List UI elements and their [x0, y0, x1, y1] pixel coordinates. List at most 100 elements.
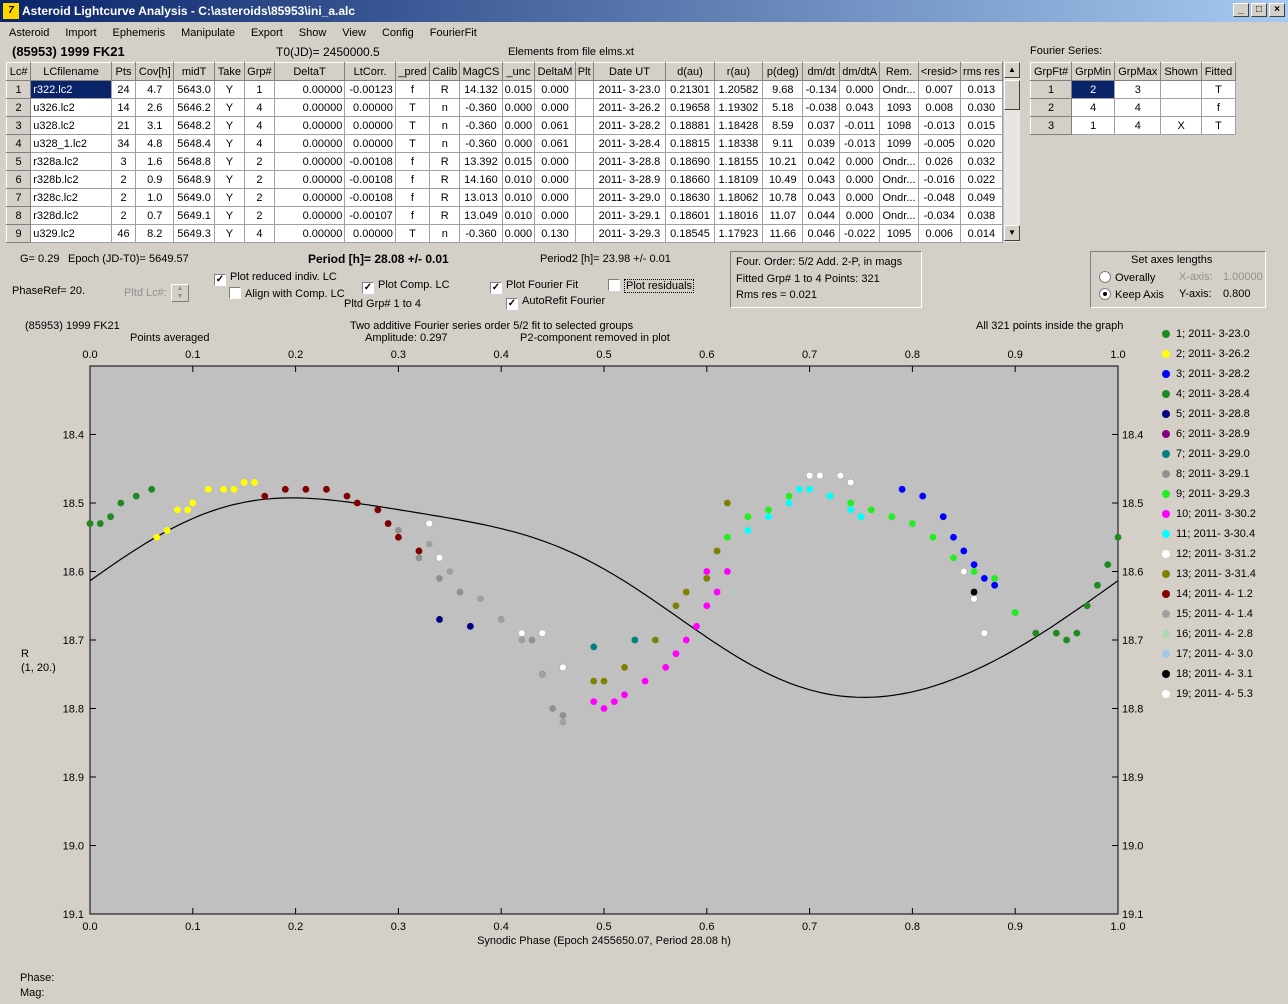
- lc-cell[interactable]: 0.00000: [344, 98, 396, 117]
- lc-cell[interactable]: 0.015: [959, 116, 1004, 135]
- lc-table-row[interactable]: 8 r328d.lc2 2 0.7 5649.1 Y 2 0.00000 -0.00107 f R 1…: [5, 206, 1004, 225]
- lc-cell[interactable]: 0.000: [534, 206, 576, 225]
- lc-cell[interactable]: 1098: [879, 116, 919, 135]
- fourier-cell[interactable]: X: [1160, 116, 1202, 135]
- lc-cell[interactable]: Y: [213, 80, 246, 99]
- lc-cell[interactable]: 13.392: [459, 152, 503, 171]
- lc-cell[interactable]: -0.00107: [344, 206, 396, 225]
- lc-cell[interactable]: 3.1: [135, 116, 175, 135]
- lc-cell[interactable]: Y: [213, 170, 246, 189]
- lc-cell[interactable]: 2011- 3-29.1: [592, 206, 667, 225]
- lc-cell[interactable]: 0.010: [501, 206, 536, 225]
- lc-cell[interactable]: 0.00000: [273, 188, 346, 207]
- lc-cell[interactable]: 13.049: [459, 206, 503, 225]
- lc-cell[interactable]: 1.6: [135, 152, 175, 171]
- lc-cell[interactable]: 1093: [879, 98, 919, 117]
- plot-fourier-checkbox[interactable]: ✓ Plot Fourier Fit: [490, 279, 579, 294]
- lc-cell[interactable]: 0.000: [534, 170, 576, 189]
- menu-view[interactable]: View: [342, 27, 366, 39]
- lc-cell[interactable]: 10.21: [762, 152, 804, 171]
- lc-cell[interactable]: r328c.lc2: [30, 188, 112, 207]
- lc-cell[interactable]: -0.360: [459, 224, 503, 243]
- lc-cell[interactable]: 24: [110, 80, 137, 99]
- lc-cell[interactable]: [574, 188, 594, 207]
- lc-cell[interactable]: R: [429, 206, 461, 225]
- lc-table-row[interactable]: 7 r328c.lc2 2 1.0 5649.0 Y 2 0.00000 -0.00108 f R 1…: [5, 188, 1004, 207]
- lightcurve-table-scrollbar[interactable]: ▲ ▼: [1003, 62, 1020, 242]
- lc-cell[interactable]: 2: [244, 206, 275, 225]
- lc-cell[interactable]: 14.160: [459, 170, 503, 189]
- lc-cell[interactable]: 4: [244, 224, 275, 243]
- lc-column-header[interactable]: Take: [213, 62, 246, 81]
- lc-cell[interactable]: -0.022: [838, 224, 881, 243]
- menu-import[interactable]: Import: [65, 27, 97, 39]
- lc-cell[interactable]: f: [394, 170, 431, 189]
- lc-column-header[interactable]: Date UT: [592, 62, 667, 81]
- lc-cell[interactable]: [574, 134, 594, 153]
- lc-cell[interactable]: 0.000: [838, 170, 881, 189]
- lc-cell[interactable]: 2011- 3-28.9: [592, 170, 667, 189]
- lc-cell[interactable]: 0.21301: [665, 80, 715, 99]
- lc-cell[interactable]: Y: [213, 224, 246, 243]
- lc-cell[interactable]: 0.000: [534, 98, 576, 117]
- lc-cell[interactable]: f: [394, 206, 431, 225]
- lc-cell[interactable]: 9.68: [762, 80, 804, 99]
- lc-cell[interactable]: Y: [213, 98, 246, 117]
- lc-cell[interactable]: 0.014: [959, 224, 1004, 243]
- fourier-cell[interactable]: T: [1200, 116, 1237, 135]
- lc-column-header[interactable]: Rem.: [879, 62, 919, 81]
- lc-cell[interactable]: 5649.3: [173, 224, 215, 243]
- close-button[interactable]: ×: [1269, 3, 1285, 17]
- lc-cell[interactable]: 5.18: [762, 98, 804, 117]
- lc-cell[interactable]: 1.0: [135, 188, 175, 207]
- lc-cell[interactable]: 0.039: [802, 134, 840, 153]
- lc-cell[interactable]: -0.134: [802, 80, 840, 99]
- lc-cell[interactable]: 1095: [879, 224, 919, 243]
- minimize-button[interactable]: _: [1233, 3, 1249, 17]
- fourier-cell[interactable]: 3: [1029, 116, 1073, 135]
- lc-cell[interactable]: [574, 116, 594, 135]
- menu-manipulate[interactable]: Manipulate: [181, 27, 235, 39]
- lc-cell[interactable]: 0.026: [917, 152, 961, 171]
- lc-cell[interactable]: Y: [213, 188, 246, 207]
- lc-table-row[interactable]: 5 r328a.lc2 3 1.6 5648.8 Y 2 0.00000 -0.00108 f R 1…: [5, 152, 1004, 171]
- lc-cell[interactable]: 0.000: [838, 80, 881, 99]
- lc-cell[interactable]: 34: [110, 134, 137, 153]
- lc-cell[interactable]: R: [429, 188, 461, 207]
- lc-cell[interactable]: 2: [244, 152, 275, 171]
- menu-config[interactable]: Config: [381, 27, 414, 39]
- fourier-cell[interactable]: 1: [1071, 116, 1116, 135]
- lc-cell[interactable]: Y: [213, 116, 246, 135]
- fourier-cell[interactable]: f: [1200, 98, 1237, 117]
- lc-cell[interactable]: 8.59: [762, 116, 804, 135]
- lc-cell[interactable]: 0.010: [501, 170, 536, 189]
- lc-cell[interactable]: R: [429, 80, 461, 99]
- lc-cell[interactable]: r328b.lc2: [30, 170, 112, 189]
- lc-cell[interactable]: 0.038: [959, 206, 1004, 225]
- lc-cell[interactable]: 0.008: [917, 98, 961, 117]
- lc-cell[interactable]: 0.00000: [273, 98, 346, 117]
- lc-cell[interactable]: 2: [5, 98, 32, 117]
- lc-cell[interactable]: Ondr...: [879, 152, 919, 171]
- lc-cell[interactable]: 2011- 3-23.0: [592, 80, 667, 99]
- lc-cell[interactable]: n: [429, 134, 461, 153]
- lc-column-header[interactable]: _pred: [394, 62, 431, 81]
- lc-cell[interactable]: 0.000: [501, 134, 536, 153]
- fourier-cell[interactable]: [1160, 98, 1202, 117]
- lc-column-header[interactable]: Pts: [110, 62, 137, 81]
- lc-cell[interactable]: 0.19658: [665, 98, 715, 117]
- lc-column-header[interactable]: p(deg): [762, 62, 804, 81]
- fourier-cell[interactable]: 4: [1114, 98, 1162, 117]
- lc-cell[interactable]: 5648.2: [173, 116, 215, 135]
- lc-cell[interactable]: 0.00000: [273, 80, 346, 99]
- lc-column-header[interactable]: MagCS: [459, 62, 503, 81]
- lightcurve-plot[interactable]: (85953) 1999 FK21 Two additive Fourier s…: [20, 316, 1282, 960]
- fourier-column-header[interactable]: Fitted: [1200, 62, 1237, 81]
- lc-cell[interactable]: 0.042: [802, 152, 840, 171]
- lc-cell[interactable]: 3: [5, 116, 32, 135]
- keep-axis-radio[interactable]: Keep Axis: [1099, 288, 1164, 301]
- menu-fourierfit[interactable]: FourierFit: [429, 27, 477, 39]
- lc-cell[interactable]: 0.013: [959, 80, 1004, 99]
- align-checkbox[interactable]: Align with Comp. LC: [229, 287, 345, 300]
